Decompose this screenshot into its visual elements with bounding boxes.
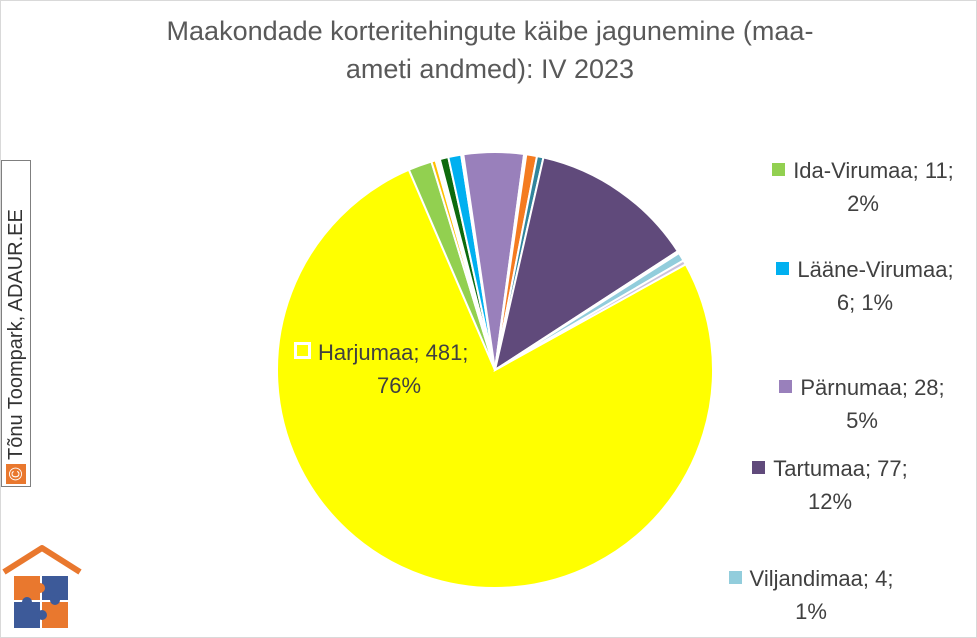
- logo-knob-3: [22, 597, 32, 607]
- legend-swatch-harjumaa: [294, 342, 311, 359]
- logo-roof: [2, 545, 82, 575]
- label-laane-virumaa: Lääne-Virumaa; 6; 1%: [760, 253, 970, 319]
- legend-swatch-laane-virumaa: [776, 262, 790, 275]
- pie-slice-tartumaa: [493, 156, 680, 373]
- label-ida-virumaa: Ida-Virumaa; 11; 2%: [758, 154, 968, 220]
- label-parnumaa-line-2: 5%: [846, 408, 878, 433]
- legend-swatch-parnumaa: [779, 380, 793, 393]
- label-harjumaa-line-2: 76%: [377, 373, 422, 398]
- label-viljandimaa-line-2: 1%: [795, 599, 827, 624]
- logo-knob-2: [50, 595, 60, 605]
- logo-knob-4: [37, 610, 47, 620]
- label-ida-virumaa-line-2: 2%: [847, 191, 879, 216]
- chart-title-line-2: ameti andmed): IV 2023: [345, 54, 635, 84]
- label-laane-virumaa-line-1: Lääne-Virumaa;: [797, 257, 954, 282]
- pie-slice-v-rumaa: [494, 259, 688, 371]
- label-ida-virumaa-line-1: Ida-Virumaa; 11;: [793, 158, 954, 183]
- logo-knob-1: [35, 583, 45, 593]
- pie-slice-harjumaa: [276, 168, 714, 589]
- legend-swatch-tartumaa: [752, 461, 766, 474]
- author-watermark: © Tõnu Toompark, ADAUR.EE: [1, 160, 31, 487]
- legend-swatch-viljandimaa: [728, 571, 742, 584]
- label-viljandimaa: Viljandimaa; 4; 1%: [706, 562, 916, 628]
- chart-title: Maakondade korteritehingute käibe jagune…: [110, 12, 870, 88]
- label-viljandimaa-line-1: Viljandimaa; 4;: [749, 566, 894, 591]
- label-parnumaa-line-1: Pärnumaa; 28;: [800, 375, 945, 400]
- chart-title-line-1: Maakondade korteritehingute käibe jagune…: [166, 16, 814, 46]
- label-parnumaa: Pärnumaa; 28; 5%: [757, 371, 967, 437]
- label-harjumaa: Harjumaa; 481; 76%: [294, 336, 469, 402]
- label-harjumaa-line-1: Harjumaa; 481;: [318, 340, 469, 365]
- adaur-logo: [2, 545, 82, 628]
- label-tartumaa-line-2: 12%: [807, 489, 853, 514]
- label-laane-virumaa-line-2: 6; 1%: [836, 290, 894, 315]
- legend-swatch-ida-virumaa: [772, 163, 786, 176]
- label-tartumaa-line-1: Tartumaa; 77;: [773, 456, 908, 481]
- label-tartumaa: Tartumaa; 77; 12%: [725, 452, 935, 518]
